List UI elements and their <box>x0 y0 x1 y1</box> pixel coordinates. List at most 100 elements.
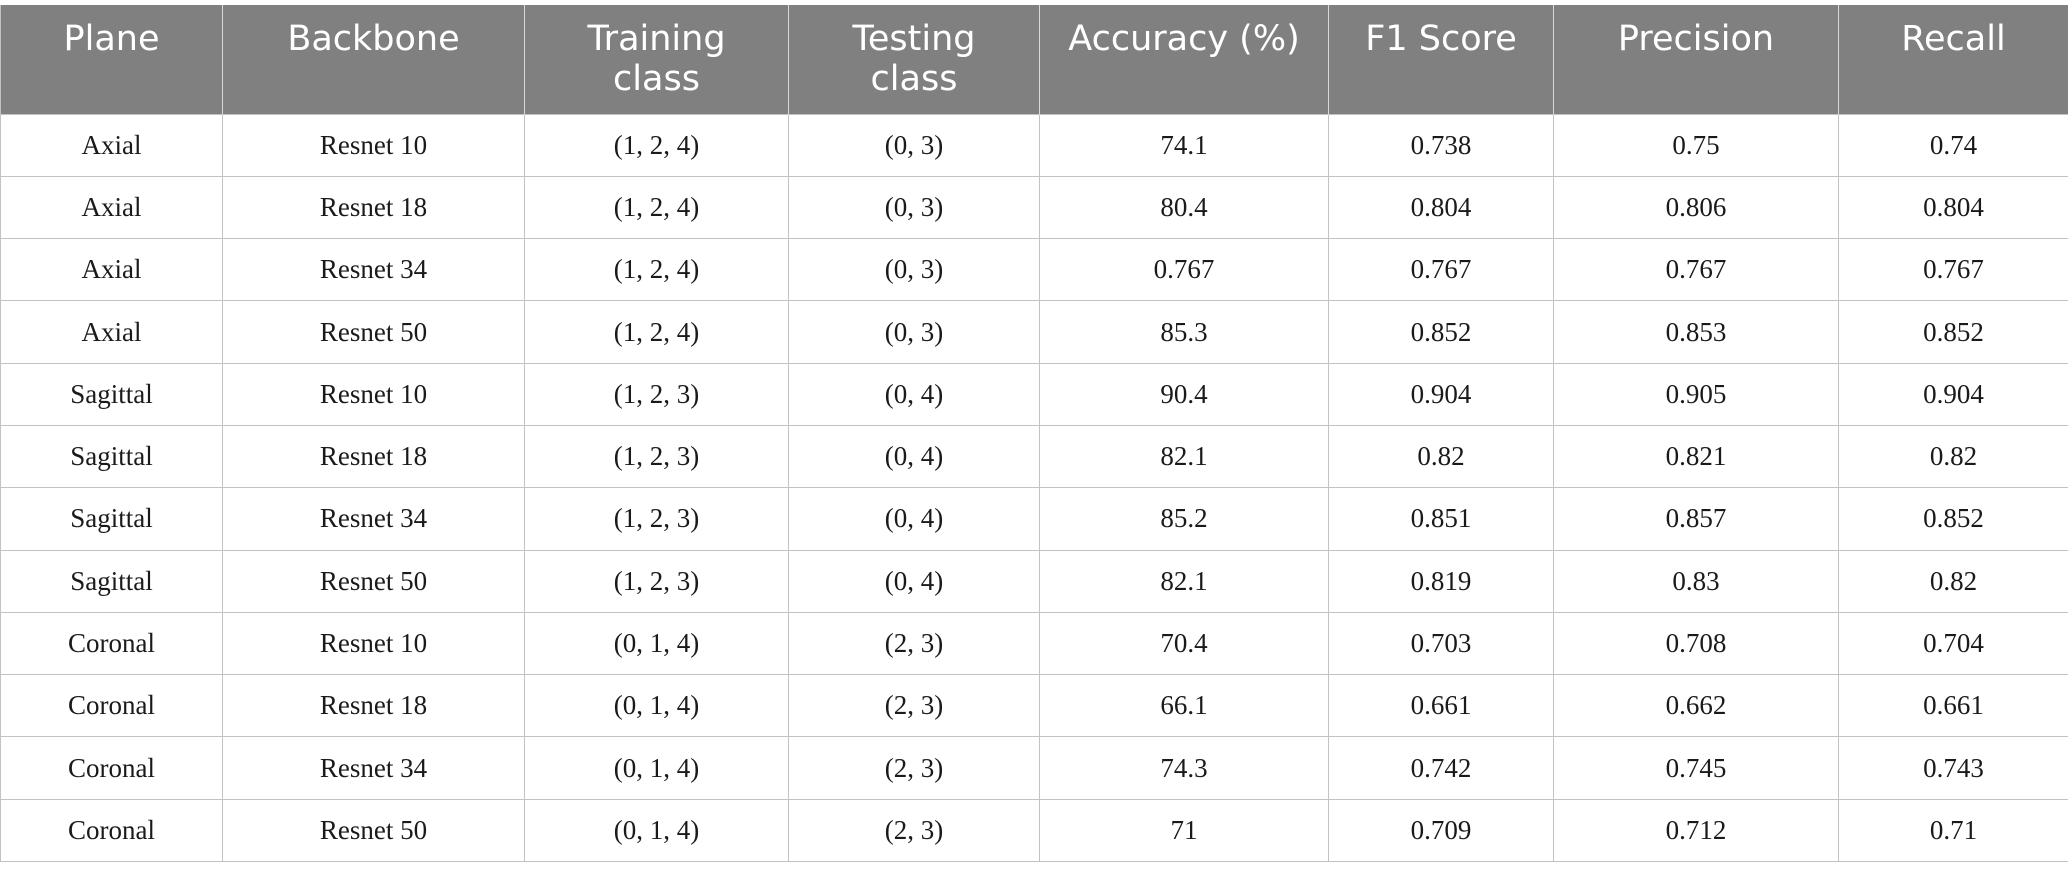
cell-accuracy: 80.4 <box>1039 175 1329 240</box>
table-row: Axial Resnet 10 (1, 2, 4) (0, 3) 74.1 0.738 0.… <box>0 113 2068 177</box>
cell-plane: Axial <box>0 300 223 364</box>
cell-backbone: Resnet 10 <box>222 362 525 426</box>
cell-f1-score: 0.738 <box>1328 113 1554 177</box>
cell-precision: 0.821 <box>1553 424 1839 489</box>
cell-recall: 0.767 <box>1838 238 2068 302</box>
cell-backbone: Resnet 18 <box>222 175 525 240</box>
cell-recall: 0.743 <box>1838 736 2068 800</box>
cell-training-class: (1, 2, 4) <box>524 113 789 177</box>
table-row: Sagittal Resnet 34 (1, 2, 3) (0, 4) 85.2 0.85… <box>0 487 2068 551</box>
cell-backbone: Resnet 18 <box>222 674 525 738</box>
cell-precision: 0.745 <box>1553 736 1839 800</box>
header-label: Training class <box>587 19 726 99</box>
cell-accuracy: 70.4 <box>1039 611 1329 676</box>
table-row: Coronal Resnet 10 (0, 1, 4) (2, 3) 70.4 0.703… <box>0 611 2068 676</box>
header-label: Plane <box>63 19 160 59</box>
cell-f1-score: 0.851 <box>1328 487 1554 551</box>
cell-testing-class: (0, 4) <box>788 487 1040 551</box>
cell-training-class: (1, 2, 3) <box>524 424 789 489</box>
header-cell-backbone: Backbone <box>222 5 525 114</box>
cell-plane: Coronal <box>0 611 223 676</box>
cell-f1-score: 0.804 <box>1328 175 1554 240</box>
table-row: Sagittal Resnet 10 (1, 2, 3) (0, 4) 90.4 0.90… <box>0 362 2068 426</box>
cell-precision: 0.767 <box>1553 238 1839 302</box>
cell-training-class: (1, 2, 3) <box>524 549 789 613</box>
cell-plane: Coronal <box>0 674 223 738</box>
header-cell-testing-class: Testing class <box>788 5 1040 114</box>
cell-accuracy: 71 <box>1039 798 1329 863</box>
header-label: Accuracy (%) <box>1068 19 1300 59</box>
cell-training-class: (1, 2, 4) <box>524 175 789 240</box>
cell-testing-class: (2, 3) <box>788 736 1040 800</box>
cell-backbone: Resnet 34 <box>222 238 525 302</box>
header-cell-recall: Recall <box>1838 5 2068 114</box>
cell-recall: 0.661 <box>1838 674 2068 738</box>
cell-training-class: (1, 2, 4) <box>524 300 789 364</box>
table-row: Sagittal Resnet 50 (1, 2, 3) (0, 4) 82.1 0.81… <box>0 549 2068 613</box>
cell-testing-class: (2, 3) <box>788 674 1040 738</box>
cell-plane: Axial <box>0 238 223 302</box>
cell-plane: Sagittal <box>0 362 223 426</box>
table-row: Sagittal Resnet 18 (1, 2, 3) (0, 4) 82.1 0.82… <box>0 424 2068 489</box>
cell-accuracy: 74.3 <box>1039 736 1329 800</box>
cell-recall: 0.82 <box>1838 424 2068 489</box>
cell-testing-class: (2, 3) <box>788 611 1040 676</box>
cell-precision: 0.905 <box>1553 362 1839 426</box>
cell-testing-class: (0, 4) <box>788 549 1040 613</box>
cell-plane: Sagittal <box>0 549 223 613</box>
cell-precision: 0.83 <box>1553 549 1839 613</box>
cell-f1-score: 0.742 <box>1328 736 1554 800</box>
header-label: Recall <box>1901 19 2006 59</box>
cell-f1-score: 0.852 <box>1328 300 1554 364</box>
table-row: Axial Resnet 50 (1, 2, 4) (0, 3) 85.3 0.852 0.… <box>0 300 2068 364</box>
cell-testing-class: (0, 3) <box>788 238 1040 302</box>
header-cell-f1-score: F1 Score <box>1328 5 1554 114</box>
cell-f1-score: 0.904 <box>1328 362 1554 426</box>
cell-recall: 0.74 <box>1838 113 2068 177</box>
table-body: Axial Resnet 10 (1, 2, 4) (0, 3) 74.1 0.738 0.… <box>0 113 2068 863</box>
cell-accuracy: 82.1 <box>1039 549 1329 613</box>
cell-accuracy: 82.1 <box>1039 424 1329 489</box>
header-cell-training-class: Training class <box>524 5 789 114</box>
cell-testing-class: (0, 4) <box>788 362 1040 426</box>
cell-recall: 0.852 <box>1838 487 2068 551</box>
cell-testing-class: (2, 3) <box>788 798 1040 863</box>
table-row: Axial Resnet 34 (1, 2, 4) (0, 3) 0.767 0.767 0… <box>0 238 2068 302</box>
cell-accuracy: 85.2 <box>1039 487 1329 551</box>
cell-recall: 0.904 <box>1838 362 2068 426</box>
header-row: Plane Backbone Training class Testing cl… <box>0 5 2068 114</box>
cell-precision: 0.662 <box>1553 674 1839 738</box>
cell-recall: 0.71 <box>1838 798 2068 863</box>
cell-plane: Axial <box>0 113 223 177</box>
cell-backbone: Resnet 50 <box>222 798 525 863</box>
header-label: Precision <box>1617 19 1775 59</box>
cell-recall: 0.704 <box>1838 611 2068 676</box>
header-label: Testing class <box>852 19 976 99</box>
cell-f1-score: 0.661 <box>1328 674 1554 738</box>
table-row: Coronal Resnet 50 (0, 1, 4) (2, 3) 71 0.709 0.… <box>0 798 2068 863</box>
cell-f1-score: 0.767 <box>1328 238 1554 302</box>
header-label: Backbone <box>287 19 460 59</box>
cell-f1-score: 0.703 <box>1328 611 1554 676</box>
cell-backbone: Resnet 18 <box>222 424 525 489</box>
table-header: Plane Backbone Training class Testing cl… <box>0 5 2068 114</box>
cell-backbone: Resnet 10 <box>222 611 525 676</box>
cell-plane: Sagittal <box>0 487 223 551</box>
table-row: Coronal Resnet 18 (0, 1, 4) (2, 3) 66.1 0.661… <box>0 674 2068 738</box>
cell-plane: Coronal <box>0 736 223 800</box>
cell-testing-class: (0, 3) <box>788 113 1040 177</box>
cell-backbone: Resnet 34 <box>222 736 525 800</box>
table-row: Coronal Resnet 34 (0, 1, 4) (2, 3) 74.3 0.742… <box>0 736 2068 800</box>
cell-recall: 0.82 <box>1838 549 2068 613</box>
header-cell-precision: Precision <box>1553 5 1839 114</box>
table-row: Axial Resnet 18 (1, 2, 4) (0, 3) 80.4 0.804 0.… <box>0 175 2068 240</box>
results-table: Plane Backbone Training class Testing cl… <box>0 5 2068 863</box>
cell-precision: 0.708 <box>1553 611 1839 676</box>
cell-backbone: Resnet 10 <box>222 113 525 177</box>
cell-accuracy: 66.1 <box>1039 674 1329 738</box>
header-cell-plane: Plane <box>0 5 223 114</box>
cell-training-class: (1, 2, 3) <box>524 487 789 551</box>
cell-training-class: (0, 1, 4) <box>524 798 789 863</box>
cell-training-class: (0, 1, 4) <box>524 611 789 676</box>
cell-accuracy: 0.767 <box>1039 238 1329 302</box>
